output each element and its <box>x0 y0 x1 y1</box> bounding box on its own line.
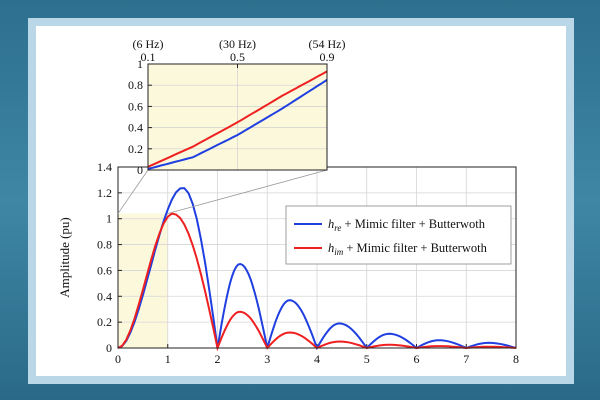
x-tick-label: 6 <box>414 352 420 366</box>
x-tick-label: 7 <box>463 352 469 366</box>
inset-freq-label: (30 Hz) <box>219 37 256 51</box>
series-line-im <box>117 212 517 352</box>
series-line-re <box>117 187 517 351</box>
y-tick-label: 0.2 <box>97 315 112 329</box>
inset-freq-label: (54 Hz) <box>309 37 346 51</box>
y-tick-label: 0.8 <box>97 238 112 252</box>
x-tick-label: 1 <box>165 352 171 366</box>
inset-y-tick-label: 0.2 <box>128 142 143 156</box>
zoom-connector-left <box>117 169 149 214</box>
inset-series-line-0 <box>147 70 328 168</box>
x-tick-label: 8 <box>513 352 519 366</box>
y-tick-label: 1.2 <box>97 186 112 200</box>
legend-box <box>285 205 512 265</box>
y-tick-label: 1 <box>106 212 112 226</box>
inset-y-tick-label: 0 <box>137 163 143 177</box>
inset-series-line-1 <box>147 79 328 170</box>
inset-x-tick-label: 0.9 <box>320 50 335 64</box>
x-tick-label: 0 <box>115 352 121 366</box>
y-tick-label: 0.4 <box>97 289 112 303</box>
inset-y-tick-label: 0.4 <box>128 121 143 135</box>
x-tick-label: 4 <box>314 352 320 366</box>
y-axis-title: Amplitude (pu) <box>57 217 72 298</box>
inset-x-tick-label: 0.1 <box>141 50 156 64</box>
legend-label-re: hre + Mimic filter + Butterwoth <box>328 217 486 233</box>
x-tick-label: 3 <box>264 352 270 366</box>
inset-x-tick-label: 0.5 <box>230 50 245 64</box>
y-tick-label: 1.4 <box>97 160 112 174</box>
inset-y-tick-label: 0.6 <box>128 99 143 113</box>
x-tick-label: 2 <box>215 352 221 366</box>
chart-panel: 0 1 2 3 4 5 6 7 8 0 0.2 0.4 0.6 0.8 1 1.2 1.4 Amplitude (… <box>36 26 566 376</box>
chart-svg: 0 1 2 3 4 5 6 7 8 0 0.2 0.4 0.6 0.8 1 1.2 1.4 Amplitude (… <box>57 37 519 366</box>
legend-label-im: him + Mimic filter + Butterwoth <box>328 241 488 257</box>
x-tick-label: 5 <box>364 352 370 366</box>
inset-y-tick-label: 1 <box>137 57 143 71</box>
y-tick-label: 0.6 <box>97 263 112 277</box>
inset-freq-label: (6 Hz) <box>133 37 164 51</box>
y-tick-label: 0 <box>106 341 112 355</box>
inset-frame <box>147 63 328 171</box>
inset-y-tick-label: 0.8 <box>128 78 143 92</box>
zoom-connector-right <box>167 169 328 214</box>
